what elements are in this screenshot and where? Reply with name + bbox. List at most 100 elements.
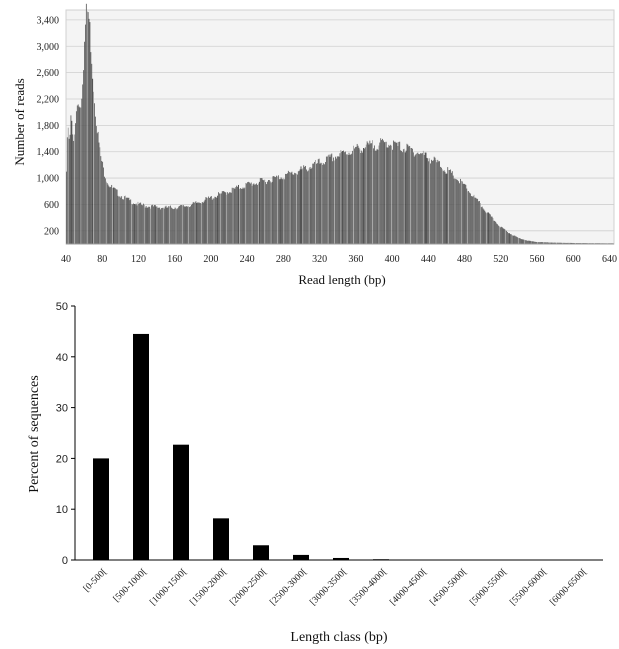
histogram-bar <box>434 157 436 244</box>
y-tick-label: 600 <box>44 200 59 211</box>
histogram-bar <box>94 103 95 244</box>
histogram-bar <box>202 202 204 244</box>
histogram-bar <box>444 171 446 244</box>
histogram-bar <box>261 178 263 244</box>
histogram-bar <box>564 242 565 244</box>
histogram-bar <box>188 206 190 244</box>
histogram-bar <box>568 242 570 244</box>
histogram-bar <box>272 176 274 244</box>
histogram-bar <box>353 145 354 244</box>
histogram-bar <box>537 242 538 244</box>
histogram-bar <box>571 242 573 244</box>
histogram-bar <box>217 195 219 244</box>
histogram-bar <box>378 145 380 244</box>
histogram-bar <box>330 154 332 244</box>
histogram-bar <box>246 183 248 244</box>
histogram-bar <box>219 193 220 244</box>
histogram-bar <box>494 220 496 244</box>
histogram-bar <box>229 192 230 244</box>
histogram-bar <box>280 177 282 244</box>
histogram-bar <box>170 205 171 244</box>
histogram-bar <box>230 192 232 244</box>
histogram-bar <box>114 187 115 244</box>
histogram-bar <box>374 150 376 244</box>
histogram-bar <box>406 143 408 244</box>
histogram-bar <box>296 173 297 244</box>
histogram-bar <box>454 178 456 244</box>
histogram-bar <box>288 171 290 244</box>
histogram-bar <box>304 166 306 244</box>
histogram-bar <box>508 233 509 244</box>
histogram-bar <box>337 156 339 244</box>
histogram-bar <box>414 155 416 244</box>
x-tick-label: 400 <box>385 254 400 265</box>
histogram-bar <box>486 213 488 244</box>
histogram-bar <box>490 216 492 244</box>
histogram-bar <box>364 148 365 244</box>
histogram-bar <box>560 242 562 244</box>
histogram-bar <box>451 171 453 244</box>
histogram-bar <box>235 187 237 244</box>
histogram-bar <box>175 208 177 244</box>
histogram-bar <box>213 198 215 244</box>
histogram-bar <box>425 152 427 244</box>
histogram-bar <box>147 207 149 244</box>
histogram-bar <box>326 156 328 244</box>
histogram-bar <box>498 225 499 244</box>
histogram-bar <box>243 188 245 244</box>
histogram-bar <box>513 235 515 244</box>
histogram-bar <box>542 242 544 244</box>
histogram-bar <box>537 242 539 244</box>
histogram-bar <box>503 228 505 244</box>
histogram-bar <box>321 163 323 244</box>
histogram-bar <box>201 201 203 244</box>
histogram-bar <box>344 152 345 244</box>
histogram-bar <box>551 242 553 244</box>
histogram-bar <box>244 187 246 244</box>
histogram-bar <box>364 147 366 244</box>
histogram-bar <box>540 242 542 244</box>
histogram-bar <box>275 177 277 244</box>
x-category-label: [1000-1500[ <box>148 567 189 608</box>
histogram-bar <box>457 180 459 244</box>
histogram-bar <box>487 212 488 244</box>
histogram-bar <box>178 206 180 244</box>
histogram-bar <box>157 207 159 244</box>
histogram-bar <box>82 84 84 244</box>
histogram-bar <box>72 134 74 244</box>
histogram-bar <box>315 160 316 244</box>
histogram-bar <box>91 63 93 245</box>
histogram-bar <box>438 161 440 244</box>
histogram-bar <box>489 214 491 244</box>
histogram-bar <box>291 171 293 244</box>
histogram-bar <box>446 173 448 244</box>
histogram-bar <box>403 148 405 244</box>
histogram-bar <box>153 205 155 244</box>
histogram-bar <box>106 183 108 244</box>
histogram-bar <box>428 161 430 244</box>
histogram-bar <box>447 167 449 244</box>
histogram-bar <box>103 167 104 244</box>
histogram-bar <box>139 202 141 244</box>
histogram-bar <box>507 232 508 244</box>
histogram-bar <box>118 196 120 244</box>
histogram-bar <box>405 150 407 244</box>
bar <box>293 554 309 560</box>
histogram-bar <box>96 133 98 244</box>
histogram-bar <box>354 148 355 244</box>
y-tick-label: 1,000 <box>37 174 60 185</box>
histogram-bar <box>527 240 528 244</box>
histogram-bar <box>526 240 527 244</box>
histogram-bar <box>305 165 306 244</box>
histogram-bar <box>215 197 217 244</box>
histogram-bar <box>363 148 364 244</box>
histogram-bar <box>218 192 219 244</box>
histogram-bar <box>101 160 103 244</box>
histogram-bar <box>73 140 75 244</box>
histogram-bar <box>189 207 190 244</box>
histogram-bar <box>296 174 298 244</box>
histogram-bar <box>482 208 484 244</box>
x-axis-title: Read length (bp) <box>298 272 385 287</box>
histogram-bar <box>159 207 161 244</box>
histogram-bar <box>290 172 292 244</box>
